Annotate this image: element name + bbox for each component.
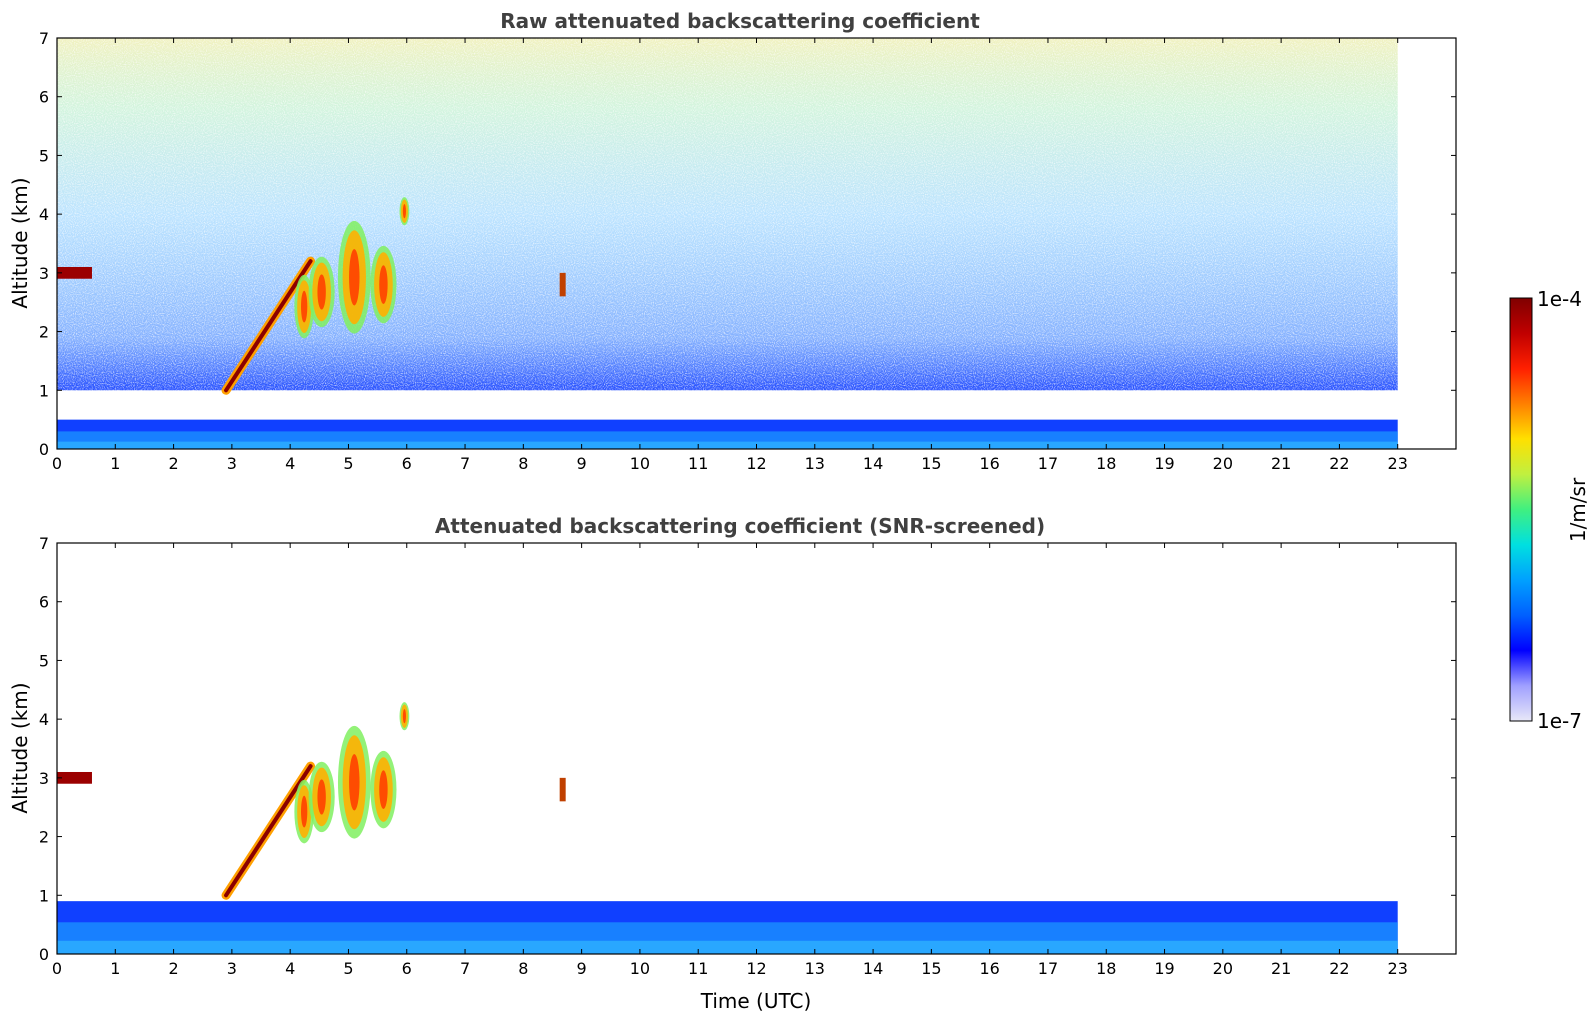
x-tick-label: 16 bbox=[979, 959, 999, 978]
cloud-layer bbox=[57, 266, 92, 279]
x-tick-label: 21 bbox=[1271, 959, 1291, 978]
x-tick-label: 7 bbox=[460, 454, 470, 473]
colorbar: 1e-4 1e-7 1/m/sr bbox=[1509, 287, 1590, 733]
x-tick-label: 4 bbox=[285, 959, 295, 978]
x-tick-label: 15 bbox=[921, 454, 941, 473]
y-axis-label: Altitude (km) bbox=[8, 682, 32, 813]
y-tick-label: 1 bbox=[39, 381, 49, 400]
y-axis: 0 1 2 3 4 5 6 7 bbox=[39, 534, 1456, 964]
x-tick-label: 19 bbox=[1154, 454, 1174, 473]
x-tick-label: 0 bbox=[52, 959, 62, 978]
x-tick-label: 23 bbox=[1388, 454, 1408, 473]
x-tick-label: 13 bbox=[805, 959, 825, 978]
x-tick-label: 11 bbox=[688, 454, 708, 473]
x-tick-label: 6 bbox=[402, 959, 412, 978]
x-tick-label: 21 bbox=[1271, 454, 1291, 473]
x-tick-label: 20 bbox=[1213, 959, 1233, 978]
cloud-patch bbox=[559, 777, 566, 802]
x-tick-label: 5 bbox=[343, 454, 353, 473]
y-tick-label: 3 bbox=[39, 264, 49, 283]
x-tick-label: 3 bbox=[227, 454, 237, 473]
x-tick-label: 6 bbox=[402, 454, 412, 473]
y-tick-label: 6 bbox=[39, 88, 49, 107]
x-tick-label: 14 bbox=[863, 959, 883, 978]
x-tick-label: 18 bbox=[1096, 959, 1116, 978]
x-tick-label: 8 bbox=[518, 959, 528, 978]
panel-snr-screened: Attenuated backscattering coefficient (S… bbox=[8, 514, 1457, 1013]
x-tick-label: 5 bbox=[343, 959, 353, 978]
plot-frame bbox=[56, 542, 1457, 955]
noise-speckle bbox=[57, 38, 1398, 391]
y-tick-label: 3 bbox=[39, 769, 49, 788]
rising-layer bbox=[224, 764, 313, 898]
x-tick-label: 14 bbox=[863, 454, 883, 473]
y-tick-label: 6 bbox=[39, 593, 49, 612]
y-tick-label: 0 bbox=[39, 440, 49, 459]
colorbar-min-label: 1e-7 bbox=[1537, 709, 1582, 733]
x-tick-label: 17 bbox=[1038, 959, 1058, 978]
heatmap-area bbox=[57, 38, 1398, 449]
y-tick-label: 1 bbox=[39, 886, 49, 905]
y-tick-label: 2 bbox=[39, 323, 49, 342]
colorbar-gradient bbox=[1509, 297, 1533, 722]
x-tick-label: 19 bbox=[1154, 959, 1174, 978]
y-tick-label: 5 bbox=[39, 651, 49, 670]
cloud-layer bbox=[57, 771, 92, 784]
y-tick-label: 4 bbox=[39, 710, 49, 729]
x-tick-label: 18 bbox=[1096, 454, 1116, 473]
panel-title: Raw attenuated backscattering coefficien… bbox=[500, 9, 980, 33]
y-tick-label: 5 bbox=[39, 146, 49, 165]
x-tick-label: 20 bbox=[1213, 454, 1233, 473]
y-tick-label: 2 bbox=[39, 828, 49, 847]
x-tick-label: 10 bbox=[630, 454, 650, 473]
x-tick-label: 12 bbox=[746, 454, 766, 473]
x-tick-label: 4 bbox=[285, 454, 295, 473]
cloud-patches bbox=[294, 197, 410, 339]
x-axis-label: Time (UTC) bbox=[700, 989, 812, 1013]
y-tick-label: 7 bbox=[39, 534, 49, 553]
rising-layer bbox=[224, 259, 313, 393]
cloud-patch bbox=[559, 272, 566, 297]
x-tick-label: 12 bbox=[746, 959, 766, 978]
x-tick-label: 11 bbox=[688, 959, 708, 978]
panel-title: Attenuated backscattering coefficient (S… bbox=[435, 514, 1045, 538]
x-tick-label: 1 bbox=[110, 959, 120, 978]
x-tick-label: 13 bbox=[805, 454, 825, 473]
x-tick-label: 23 bbox=[1388, 959, 1408, 978]
boundary-layer bbox=[57, 419, 1398, 449]
x-tick-label: 0 bbox=[52, 454, 62, 473]
x-tick-label: 8 bbox=[518, 454, 528, 473]
x-tick-label: 7 bbox=[460, 959, 470, 978]
colorbar-max-label: 1e-4 bbox=[1537, 287, 1582, 311]
heatmap-area bbox=[57, 702, 1398, 954]
x-tick-label: 1 bbox=[110, 454, 120, 473]
x-tick-label: 9 bbox=[577, 959, 587, 978]
x-tick-label: 2 bbox=[168, 454, 178, 473]
x-tick-label: 3 bbox=[227, 959, 237, 978]
x-tick-label: 22 bbox=[1329, 454, 1349, 473]
x-tick-label: 10 bbox=[630, 959, 650, 978]
x-axis: 0 1 2 3 4 5 6 7 8 9 10 11 12 13 14 15 16 17 18 19 20 21 22 23 bbox=[52, 543, 1408, 978]
x-tick-label: 9 bbox=[577, 454, 587, 473]
x-tick-label: 17 bbox=[1038, 454, 1058, 473]
x-axis: 0 1 2 3 4 5 6 7 8 9 10 11 12 13 14 15 16 17 18 19 20 21 22 23 bbox=[52, 38, 1408, 473]
cloud-patches bbox=[294, 702, 410, 844]
panel-raw: Raw attenuated backscattering coefficien… bbox=[8, 9, 1457, 473]
x-tick-label: 15 bbox=[921, 959, 941, 978]
x-tick-label: 2 bbox=[168, 959, 178, 978]
x-tick-label: 22 bbox=[1329, 959, 1349, 978]
y-tick-label: 7 bbox=[39, 29, 49, 48]
y-tick-label: 4 bbox=[39, 205, 49, 224]
y-tick-label: 0 bbox=[39, 945, 49, 964]
boundary-layer bbox=[57, 901, 1398, 954]
y-axis-label: Altitude (km) bbox=[8, 177, 32, 308]
colorbar-unit-label: 1/m/sr bbox=[1566, 477, 1590, 542]
x-tick-label: 16 bbox=[979, 454, 999, 473]
y-axis: 0 1 2 3 4 5 6 7 bbox=[39, 29, 1456, 459]
